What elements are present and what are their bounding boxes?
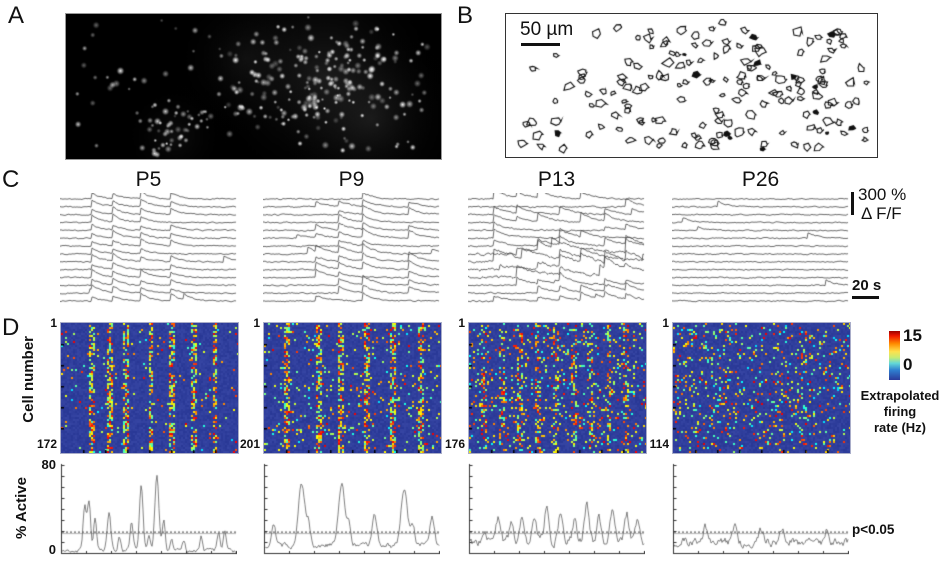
calcium-traces-p5 (60, 193, 237, 307)
age-title-p13: P13 (537, 168, 576, 191)
percent-active-ymin-tick: 0 (48, 542, 56, 557)
heatmap-cell-count-label: 172 (36, 437, 57, 451)
time-scalebar-line (852, 296, 879, 299)
cell-outline-map: 50 µm (505, 13, 878, 158)
percent-active-plot-p13 (468, 463, 645, 557)
panel-d-label: D (2, 314, 20, 341)
percent-active-plot-p9 (263, 463, 440, 557)
significance-threshold-label: p<0.05 (852, 522, 895, 537)
cell-outlines-canvas (506, 14, 877, 157)
calcium-traces-p26 (672, 193, 849, 307)
colorbar-caption-line2: firing (883, 404, 917, 419)
age-title-p5: P5 (135, 168, 162, 191)
heatmap-cell-count-label: 114 (649, 437, 669, 451)
panel-b-label: B (457, 2, 474, 29)
cell-number-axis-label: Cell number (20, 336, 37, 423)
panel-a-label: A (8, 2, 25, 29)
heatmap-cell-count-label: 176 (444, 437, 465, 451)
raster-heatmap-p13 (468, 322, 647, 454)
raster-heatmap-p9 (263, 322, 442, 454)
percent-active-plot-p5 (60, 463, 237, 557)
scalebar-label: 50 µm (520, 19, 574, 40)
percent-active-ymax-tick: 80 (41, 457, 56, 472)
scalebar-line (521, 43, 560, 46)
calcium-traces-p9 (263, 193, 440, 307)
colorbar-min-tick: 0 (903, 355, 913, 374)
heatmap-first-cell-label: 1 (662, 316, 669, 330)
time-scalebar-label: 20 s (852, 277, 882, 294)
firing-rate-colorbar (889, 331, 900, 380)
panel-c-label: C (2, 166, 20, 193)
raster-heatmap-p5 (60, 322, 239, 454)
percent-active-plot-p26 (672, 463, 849, 557)
heatmap-cell-count-label: 201 (239, 437, 260, 451)
calcium-traces-p13 (468, 193, 645, 307)
colorbar-max-tick: 15 (903, 326, 922, 345)
colorbar-caption-line3: rate (Hz) (873, 420, 926, 435)
colorbar-caption-line1: Extrapolated (860, 388, 940, 403)
heatmap-first-cell-label: 1 (50, 316, 57, 330)
heatmap-first-cell-label: 1 (253, 316, 260, 330)
age-title-p26: P26 (741, 168, 780, 191)
percent-active-axis-label: % Active (13, 477, 30, 539)
amplitude-scalebar-line (851, 192, 854, 215)
age-title-p9: P9 (338, 168, 365, 191)
heatmap-first-cell-label: 1 (458, 316, 465, 330)
amplitude-scalebar-value: 300 % (858, 185, 907, 204)
fluorescence-image (65, 13, 442, 160)
amplitude-scalebar-unit: Δ F/F (861, 204, 902, 223)
raster-heatmap-p26 (672, 322, 851, 454)
